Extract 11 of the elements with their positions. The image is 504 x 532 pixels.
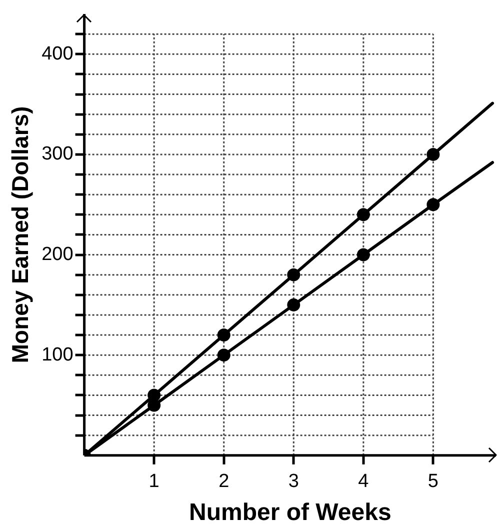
x-tick-label: 5	[428, 471, 438, 492]
y-tick-label: 200	[42, 244, 74, 265]
x-tick-label: 3	[288, 471, 299, 492]
y-tick-label: 400	[42, 43, 74, 64]
y-tick-label: 300	[42, 144, 74, 165]
x-tick-label: 4	[358, 471, 370, 492]
x-tick-label: 1	[148, 471, 160, 492]
x-tick-label: 2	[218, 471, 230, 492]
y-tick-label: 100	[42, 344, 74, 366]
y-axis-title: Money Earned (Dollars)	[7, 106, 34, 364]
x-axis-title: Number of Weeks	[189, 499, 392, 526]
